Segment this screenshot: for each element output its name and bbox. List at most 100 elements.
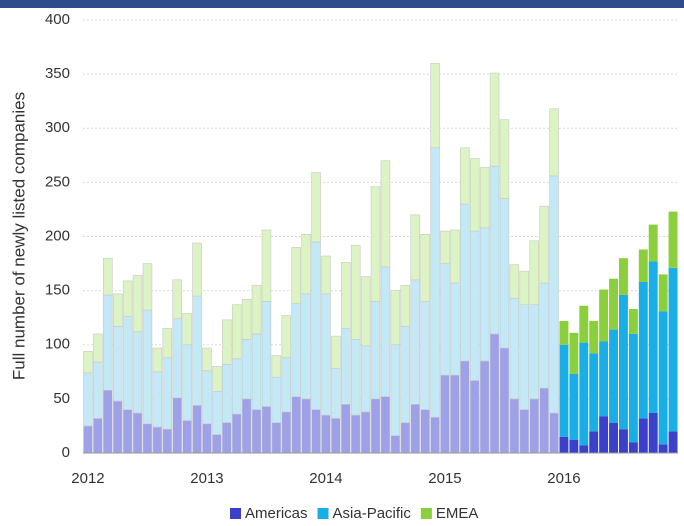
bar-segment <box>430 416 440 454</box>
bar-segment <box>599 416 609 453</box>
bar-segment <box>579 305 589 343</box>
bar-segment <box>489 333 500 454</box>
bar-segment <box>271 355 282 378</box>
bar-segment <box>202 347 212 372</box>
bar-segment <box>469 380 480 454</box>
bar-segment <box>152 371 163 428</box>
bar-segment <box>579 342 589 446</box>
bar-segment <box>400 326 411 423</box>
bar-segment <box>509 264 520 299</box>
bar-segment <box>460 203 470 362</box>
bar-segment <box>609 422 619 453</box>
bar-segment <box>549 108 559 177</box>
bar-segment <box>251 284 262 335</box>
bar-segment <box>628 333 638 443</box>
bar-segment <box>222 422 232 454</box>
bar-segment <box>112 400 123 454</box>
bar-segment <box>241 339 252 400</box>
bar-segment <box>430 62 440 149</box>
x-tick-label: 2013 <box>190 470 223 487</box>
bar-segment <box>182 313 192 346</box>
bar-segment <box>142 263 153 311</box>
bar-segment <box>83 350 93 374</box>
bar-segment <box>420 409 430 454</box>
bar-segment <box>499 119 510 199</box>
bar-segment <box>509 297 520 400</box>
legend-label: Asia-Pacific <box>333 505 412 522</box>
bar-segment <box>539 282 549 389</box>
bar-segment <box>192 295 202 406</box>
bar-segment <box>370 301 381 400</box>
bar-segment <box>380 266 391 398</box>
bar-segment <box>539 387 549 454</box>
bar-segment <box>489 165 500 335</box>
bar-segment <box>410 214 420 281</box>
bar-segment <box>450 282 460 376</box>
bar-segment <box>589 320 599 354</box>
bar-segment <box>479 227 490 362</box>
bar-segment <box>569 440 579 453</box>
bar-segment <box>202 370 212 425</box>
bar-segment <box>638 249 648 282</box>
bar-segment <box>152 347 163 373</box>
bar-segment <box>489 72 500 167</box>
bar-segment <box>668 211 678 268</box>
bar-segment <box>668 267 678 432</box>
bar-segment <box>301 398 311 454</box>
bar-segment <box>182 344 192 421</box>
bar-segment <box>152 426 163 454</box>
bar-segment <box>192 405 202 454</box>
bar-segment <box>658 274 668 312</box>
bar-segment <box>162 428 173 454</box>
bar-segment <box>350 414 361 454</box>
bar-segment <box>281 411 292 454</box>
bar-segment <box>122 280 133 317</box>
bar-segment <box>301 293 311 400</box>
header-strip <box>0 0 684 8</box>
bar-segment <box>182 420 192 454</box>
bar-segment <box>440 230 450 264</box>
bar-segment <box>291 396 301 454</box>
bar-segment <box>103 294 113 391</box>
bar-segment <box>231 304 242 360</box>
bar-segment <box>331 418 341 454</box>
bar-segment <box>648 412 658 453</box>
bar-segment <box>599 341 609 417</box>
bar-segment <box>638 281 648 419</box>
bar-segment <box>162 328 173 359</box>
bar-segment <box>450 229 460 284</box>
bar-segment <box>132 331 143 414</box>
bar-segment <box>83 372 93 427</box>
y-tick-label: 300 <box>45 119 70 136</box>
bar-segment <box>599 289 609 342</box>
y-tick-label: 350 <box>45 65 70 82</box>
legend-swatch <box>230 508 241 519</box>
bar-segment <box>212 366 222 392</box>
bar-segment <box>261 229 272 302</box>
bar-segment <box>132 412 143 454</box>
bar-segment <box>499 198 510 349</box>
bar-segment <box>479 166 490 229</box>
bar-segment <box>460 360 470 454</box>
bar-segment <box>291 303 301 398</box>
bar-segment <box>559 344 569 437</box>
bar-segment <box>618 429 628 453</box>
bar-segment <box>142 423 153 454</box>
bar-segment <box>618 294 628 430</box>
bar-segment <box>499 347 510 454</box>
bar-segment <box>142 309 153 425</box>
bar-segment <box>609 329 619 423</box>
bar-segment <box>341 403 351 454</box>
bar-segment <box>390 344 401 436</box>
bar-segment <box>281 315 292 359</box>
x-tick-label: 2015 <box>428 470 461 487</box>
x-tick-label: 2016 <box>547 470 580 487</box>
x-tick-label: 2014 <box>309 470 342 487</box>
bar-segment <box>360 276 371 347</box>
bar-segment <box>212 390 222 435</box>
bar-segment <box>390 435 401 454</box>
y-tick-label: 200 <box>45 227 70 244</box>
y-tick-label: 100 <box>45 336 70 353</box>
bar-segment <box>360 411 371 454</box>
